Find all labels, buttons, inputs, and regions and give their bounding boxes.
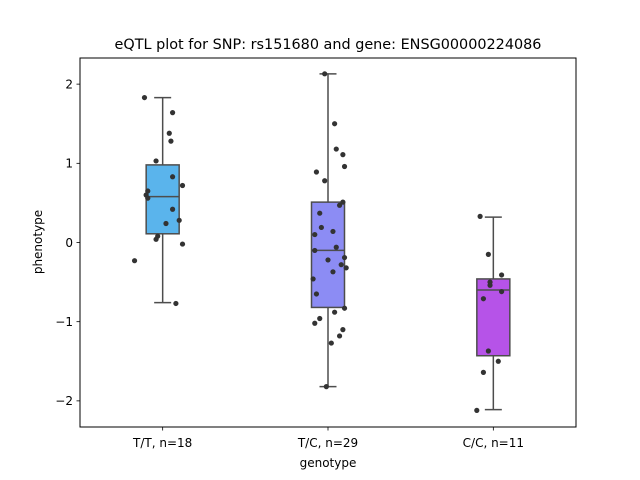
data-point: [477, 213, 483, 219]
data-point: [310, 276, 316, 282]
data-point: [487, 282, 493, 288]
data-point: [141, 94, 148, 101]
x-axis: T/T, n=18 T/C, n=29 C/C, n=11: [132, 427, 524, 450]
data-point: [338, 262, 344, 268]
data-point: [499, 272, 505, 278]
data-point: [145, 188, 151, 194]
data-point: [322, 178, 328, 184]
data-point: [330, 228, 336, 235]
data-point: [333, 244, 339, 250]
data-point: [145, 195, 151, 201]
x-tick-label: T/C, n=29: [297, 436, 358, 450]
data-point: [131, 258, 138, 264]
chart-title: eQTL plot for SNP: rs151680 and gene: EN…: [115, 37, 542, 53]
data-point: [312, 320, 318, 326]
data-point: [336, 333, 343, 339]
data-point: [317, 210, 323, 216]
data-point: [340, 327, 346, 333]
data-point: [480, 369, 487, 375]
data-point: [312, 231, 318, 238]
data-point: [313, 169, 320, 175]
y-tick-label: 0: [65, 236, 73, 250]
data-point: [317, 315, 323, 322]
box-group: [476, 216, 511, 411]
box-group: [145, 96, 180, 304]
data-point: [332, 121, 338, 127]
y-tick-label: −1: [55, 315, 73, 329]
data-point: [341, 305, 348, 311]
box: [310, 201, 346, 309]
y-tick-label: 1: [65, 157, 73, 171]
data-point: [341, 254, 348, 261]
data-point: [333, 146, 339, 152]
data-point: [168, 138, 174, 144]
plot-area: [131, 71, 511, 413]
x-axis-label: genotype: [300, 456, 357, 470]
data-point: [153, 236, 159, 242]
data-point: [322, 71, 328, 77]
data-point: [336, 202, 343, 208]
data-point: [332, 309, 338, 315]
data-point: [312, 247, 318, 254]
data-point: [313, 291, 320, 297]
data-point: [341, 163, 348, 170]
data-point: [176, 217, 182, 223]
box: [476, 278, 511, 357]
data-point: [330, 269, 336, 275]
y-tick-label: 2: [65, 77, 73, 91]
data-point: [163, 220, 169, 227]
data-point: [340, 199, 346, 205]
data-point: [169, 174, 176, 180]
data-point: [340, 152, 346, 158]
data-point: [318, 224, 324, 231]
data-points: [131, 71, 505, 413]
data-point: [343, 265, 349, 271]
data-point: [499, 288, 505, 295]
data-point: [480, 296, 487, 302]
data-point: [169, 110, 176, 116]
y-axis: 2 1 0 −1 −2: [55, 77, 80, 408]
data-point: [495, 358, 501, 364]
data-point: [179, 241, 186, 247]
y-axis-label: phenotype: [31, 210, 45, 274]
x-tick-label: T/T, n=18: [132, 436, 192, 450]
data-point: [323, 384, 329, 390]
data-point: [166, 130, 172, 136]
data-point: [325, 257, 331, 263]
data-point: [153, 158, 159, 164]
data-point: [179, 182, 186, 189]
data-point: [485, 251, 491, 257]
box-group: [310, 73, 346, 388]
y-tick-label: −2: [55, 394, 73, 408]
data-point: [169, 206, 176, 212]
data-point: [474, 407, 480, 413]
x-tick-label: C/C, n=11: [463, 436, 524, 450]
data-point: [485, 348, 491, 354]
data-point: [328, 340, 334, 346]
data-point: [173, 300, 179, 307]
